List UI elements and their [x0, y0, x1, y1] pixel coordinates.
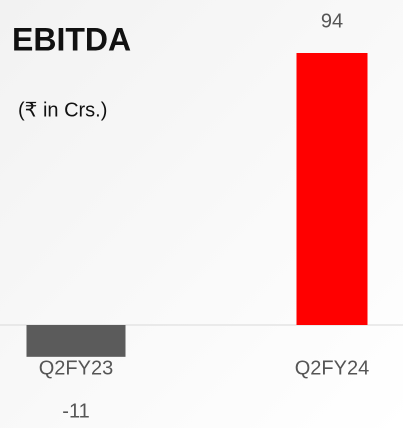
chart-subtitle: (₹ in Crs.) [18, 99, 107, 121]
bar [26, 325, 126, 357]
value-label: 94 [321, 10, 343, 32]
value-label: -11 [62, 400, 89, 422]
chart-title: EBITDA [12, 21, 131, 57]
bar [296, 53, 368, 325]
x-tick-label: Q2FY24 [295, 357, 369, 379]
x-tick-label: Q2FY23 [39, 357, 113, 379]
